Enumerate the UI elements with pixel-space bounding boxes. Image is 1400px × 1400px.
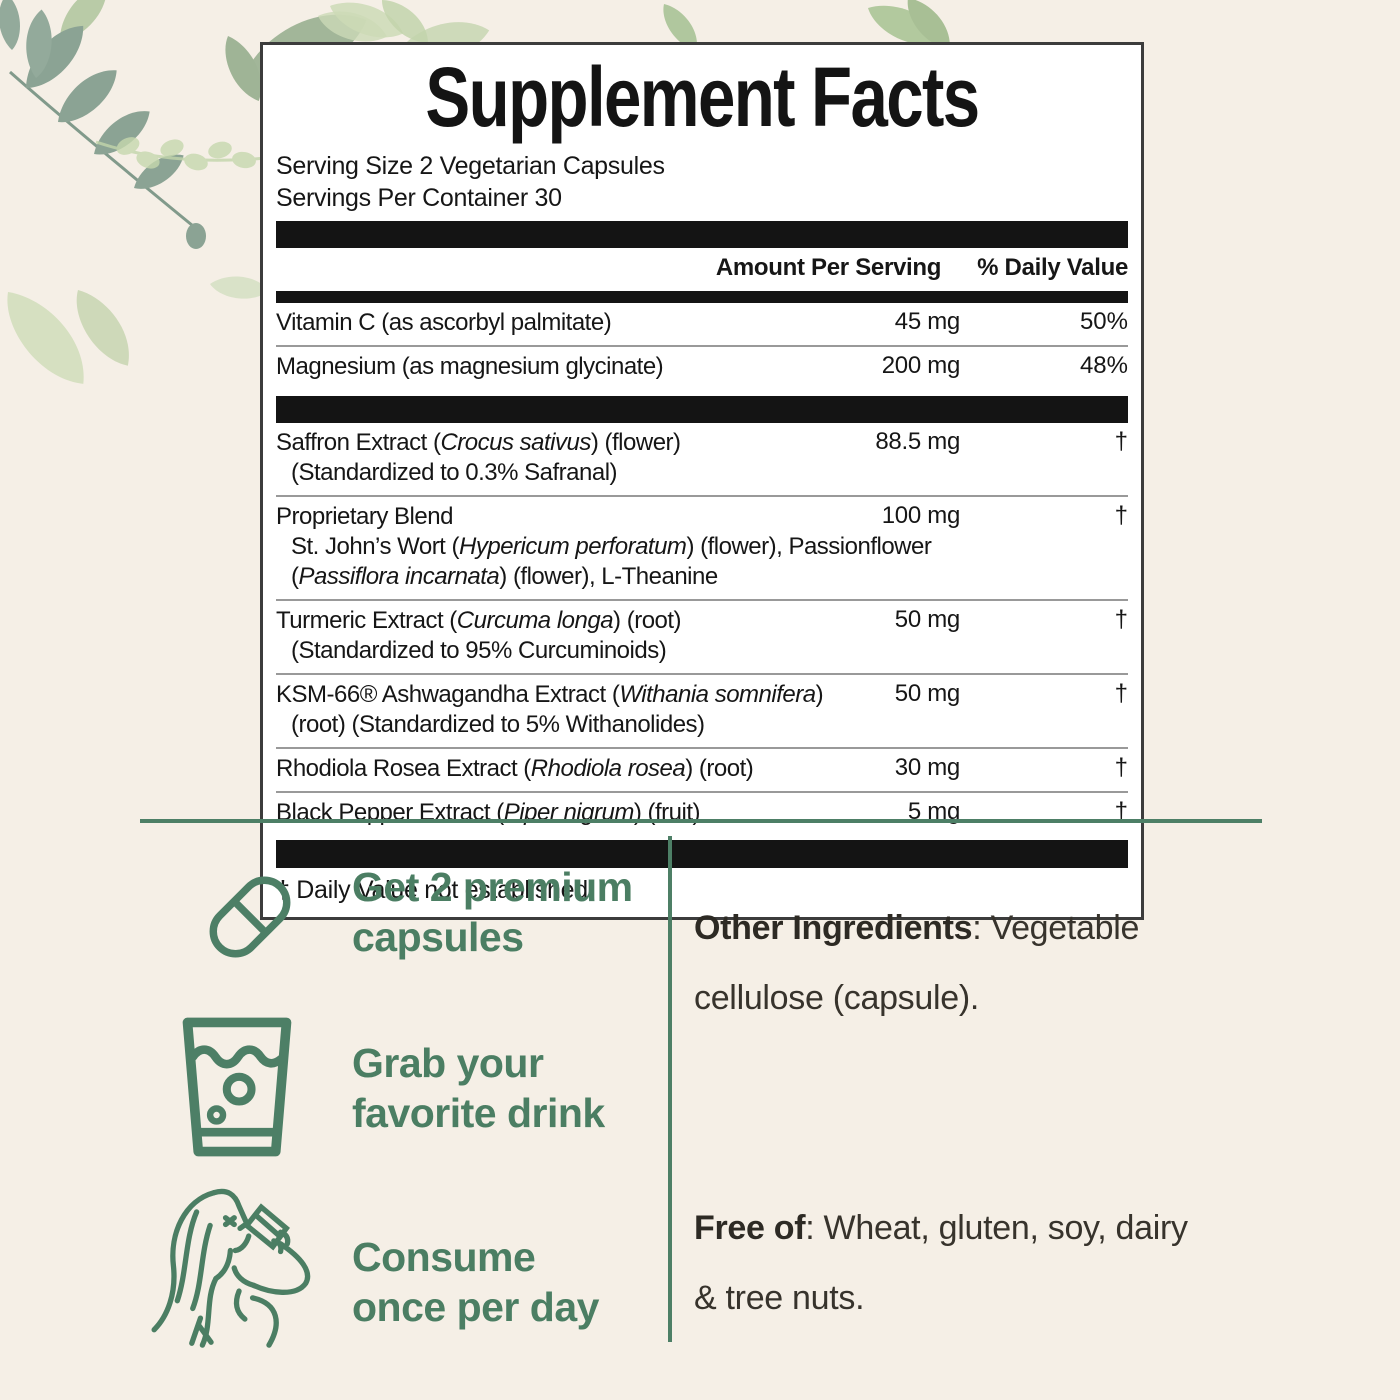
daily-value-footnote: † Daily Value not established. xyxy=(276,876,595,904)
ingredient-amount: 88.5 mg xyxy=(875,428,960,455)
step-label-consume: Consume once per day xyxy=(352,1234,599,1331)
ingredient-amount: 200 mg xyxy=(881,352,961,379)
ingredient-name: KSM-66® Ashwagandha Extract (Withania so… xyxy=(276,681,824,708)
ingredient-amount: 50 mg xyxy=(894,606,961,633)
other-ingredients-value: : Vegetable cellulose (capsule). xyxy=(694,909,1140,1017)
ingredient-amount: 45 mg xyxy=(894,308,961,335)
free-of-label: Free of xyxy=(694,1209,806,1247)
table-column-headers: Amount Per Serving % Daily Value xyxy=(276,248,1128,287)
table-separator-bar xyxy=(276,840,1128,868)
supplement-facts-panel: Supplement Facts Serving Size 2 Vegetari… xyxy=(260,42,1144,920)
supplement-row: Vitamin C (as ascorbyl palmitate) 45 mg 50… xyxy=(276,303,1128,345)
supplement-row: Saffron Extract (Crocus sativus) (flower… xyxy=(276,423,1128,495)
ingredient-name: Turmeric Extract (Curcuma longa) (root) xyxy=(276,607,682,634)
step-label-capsules: Get 2 premium capsules xyxy=(352,864,633,961)
ingredient-detail: (root) (Standardized to 5% Withanolides) xyxy=(291,711,705,738)
ingredient-detail: (Standardized to 0.3% Safranal) xyxy=(291,459,618,486)
free-of-value: : Wheat, gluten, soy, dairy & tree nuts. xyxy=(694,1209,1188,1317)
supplement-facts-title: Supplement Facts xyxy=(425,50,980,144)
supplement-row: Rhodiola Rosea Extract (Rhodiola rosea) … xyxy=(276,747,1128,791)
ingredient-name: Proprietary Blend xyxy=(276,503,453,530)
ingredient-daily-value: † xyxy=(1114,502,1128,529)
other-ingredients-text: Other Ingredients: Vegetable cellulose (… xyxy=(694,894,1254,1033)
horizontal-divider xyxy=(140,819,1262,823)
table-separator-bar xyxy=(276,396,1128,423)
ingredient-name: Black Pepper Extract (Piper nigrum) (fru… xyxy=(276,799,700,826)
column-header-daily-value: % Daily Value xyxy=(977,254,1128,281)
supplement-row: KSM-66® Ashwagandha Extract (Withania so… xyxy=(276,673,1128,747)
ingredient-daily-value: † xyxy=(1114,606,1128,633)
table-separator-bar xyxy=(276,221,1128,248)
ingredient-name: Magnesium (as magnesium glycinate) xyxy=(276,353,664,380)
ingredient-amount: 100 mg xyxy=(881,502,961,529)
botanical-rows: Saffron Extract (Crocus sativus) (flower… xyxy=(276,423,1128,835)
ingredient-daily-value: † xyxy=(1114,428,1128,455)
woman-drinking-icon xyxy=(151,1188,311,1348)
table-separator-bar xyxy=(276,291,1128,303)
vitamin-mineral-rows: Vitamin C (as ascorbyl palmitate) 45 mg 50… xyxy=(276,303,1128,389)
supplement-row: Black Pepper Extract (Piper nigrum) (fru… xyxy=(276,791,1128,835)
ingredient-daily-value: 50% xyxy=(1079,308,1128,335)
ingredient-daily-value: † xyxy=(1114,798,1128,825)
ingredient-amount: 50 mg xyxy=(894,680,961,707)
servings-per-container: Servings Per Container 30 xyxy=(276,183,562,212)
column-header-amount: Amount Per Serving xyxy=(715,254,942,281)
ingredient-name: Saffron Extract (Crocus sativus) (flower… xyxy=(276,429,681,456)
ingredient-daily-value: † xyxy=(1114,754,1128,781)
supplement-row: Turmeric Extract (Curcuma longa) (root) 5… xyxy=(276,599,1128,673)
supplement-row: Magnesium (as magnesium glycinate) 200 mg… xyxy=(276,345,1128,389)
ingredient-amount: 30 mg xyxy=(894,754,961,781)
vertical-divider xyxy=(668,836,672,1342)
ingredient-detail: St. John’s Wort (Hypericum perforatum) (… xyxy=(291,533,932,590)
glass-icon xyxy=(182,1017,292,1157)
supplement-row: Proprietary Blend 100 mg † St. John’s Wort … xyxy=(276,495,1128,599)
capsule-icon xyxy=(209,876,291,958)
other-ingredients-label: Other Ingredients xyxy=(694,909,973,947)
ingredient-name: Vitamin C (as ascorbyl palmitate) xyxy=(276,309,612,336)
ingredient-detail: (Standardized to 95% Curcuminoids) xyxy=(291,637,667,664)
serving-size: Serving Size 2 Vegetarian Capsules xyxy=(276,152,665,180)
ingredient-daily-value: 48% xyxy=(1079,352,1128,379)
free-of-text: Free of: Wheat, gluten, soy, dairy & tre… xyxy=(694,1194,1254,1333)
ingredient-name: Rhodiola Rosea Extract (Rhodiola rosea) … xyxy=(276,755,754,782)
ingredient-daily-value: † xyxy=(1114,680,1128,707)
step-label-drink: Grab your favorite drink xyxy=(352,1040,605,1137)
